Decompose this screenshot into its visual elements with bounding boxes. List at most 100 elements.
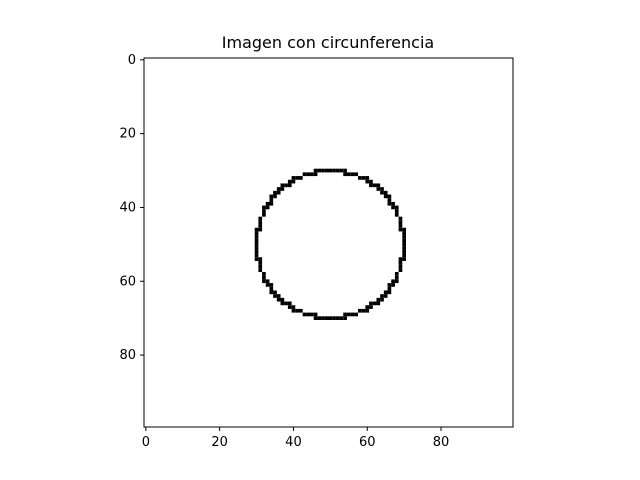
circle-pixel xyxy=(317,168,322,173)
circle-pixel xyxy=(306,172,311,177)
circle-pixel xyxy=(273,290,277,295)
circle-pixel xyxy=(376,297,381,302)
circle-pixel xyxy=(361,308,366,313)
circle-pixel xyxy=(291,305,296,309)
circle-pixel xyxy=(402,253,406,258)
circle-pixel xyxy=(365,179,370,184)
circle-pixel xyxy=(398,264,403,269)
circle-pixel xyxy=(262,272,266,276)
plot-frame xyxy=(143,57,514,428)
circle-pixel xyxy=(383,190,388,195)
circle-pixel xyxy=(387,290,392,295)
circle-pixel xyxy=(376,187,381,191)
circle-pixel xyxy=(265,279,270,284)
circle-pixel xyxy=(265,283,270,287)
circle-pixel xyxy=(295,176,299,180)
circle-pixel xyxy=(394,212,399,217)
circle-pixel xyxy=(391,201,395,206)
circle-pixel xyxy=(358,176,362,180)
circle-pixel xyxy=(317,316,322,320)
circle-pixel xyxy=(365,305,370,309)
circle-pixel xyxy=(276,297,281,302)
circle-pixel xyxy=(369,179,373,184)
circle-pixel xyxy=(269,290,274,295)
circle-pixel xyxy=(387,286,392,291)
circle-pixel xyxy=(291,176,296,180)
circle-pixel xyxy=(365,176,370,180)
circle-pixel xyxy=(383,290,388,295)
circle-pixel xyxy=(335,316,340,320)
x-tick-label: 0 xyxy=(142,435,150,450)
circle-pixel xyxy=(287,301,292,306)
circle-pixel xyxy=(402,227,406,232)
circle-pixel xyxy=(328,316,333,320)
circle-pixel xyxy=(402,231,406,236)
circle-pixel xyxy=(339,316,344,320)
circle-pixel xyxy=(339,168,344,173)
circle-pixel xyxy=(254,253,259,258)
circle-pixel xyxy=(254,231,259,236)
circle-pixel xyxy=(394,279,399,284)
x-tick-label: 40 xyxy=(285,435,302,450)
circle-pixel xyxy=(298,308,303,313)
circle-pixel xyxy=(398,224,403,228)
circle-pixel xyxy=(306,312,311,317)
x-tick-label: 80 xyxy=(433,435,450,450)
y-tick-label: 0 xyxy=(128,53,136,68)
circle-pixel xyxy=(376,183,381,188)
x-tick-label: 60 xyxy=(359,435,376,450)
circle-pixel xyxy=(254,246,259,250)
y-axis: 0 20 40 60 80 xyxy=(119,53,144,363)
circle-pixel xyxy=(383,294,388,298)
circle-pixel xyxy=(295,308,299,313)
x-tick-label: 20 xyxy=(211,435,228,450)
circle-pixel xyxy=(262,275,266,280)
y-tick-label: 80 xyxy=(119,348,136,363)
circle-pixel xyxy=(269,198,274,202)
circle-pixel xyxy=(398,268,403,273)
plot-background xyxy=(144,58,513,427)
circle-pixel xyxy=(269,194,274,199)
circle-pixel xyxy=(402,235,406,239)
circle-pixel xyxy=(254,227,259,232)
circle-pixel xyxy=(258,220,263,225)
circle-pixel xyxy=(383,194,388,199)
circle-pixel xyxy=(276,294,281,298)
circle-pixel xyxy=(369,301,373,306)
circle-pixel xyxy=(391,279,395,284)
circle-pixel xyxy=(380,190,384,195)
circle-pixel xyxy=(387,201,392,206)
circle-pixel xyxy=(324,168,329,173)
circle-pixel xyxy=(284,183,288,188)
circle-pixel xyxy=(402,238,406,243)
circle-pixel xyxy=(302,172,307,177)
y-tick-label: 60 xyxy=(119,274,136,289)
circle-pixel xyxy=(394,205,399,210)
circle-pixel xyxy=(343,312,347,317)
circle-pixel xyxy=(350,312,355,317)
circle-pixel xyxy=(265,201,270,206)
circle-pixel xyxy=(269,283,274,287)
circle-pixel xyxy=(258,227,263,232)
circle-pixel xyxy=(280,183,285,188)
circle-pixel xyxy=(254,257,259,261)
circle-pixel xyxy=(313,316,318,320)
circle-pixel xyxy=(302,312,307,317)
circle-pixel xyxy=(298,176,303,180)
circle-pixel xyxy=(287,305,292,309)
circle-pixel xyxy=(365,308,370,313)
circle-pixel xyxy=(258,260,263,265)
circle-pixel xyxy=(402,257,406,261)
circle-pixel xyxy=(398,257,403,261)
circle-pixel xyxy=(398,220,403,225)
circle-pixel xyxy=(398,216,403,221)
circle-pixel xyxy=(361,176,366,180)
circle-pixel xyxy=(258,257,263,261)
circle-pixel xyxy=(394,209,399,213)
circle-pixel xyxy=(269,286,274,291)
circle-pixel xyxy=(273,194,277,199)
circle-pixel xyxy=(276,187,281,191)
circle-pixel xyxy=(313,312,318,317)
